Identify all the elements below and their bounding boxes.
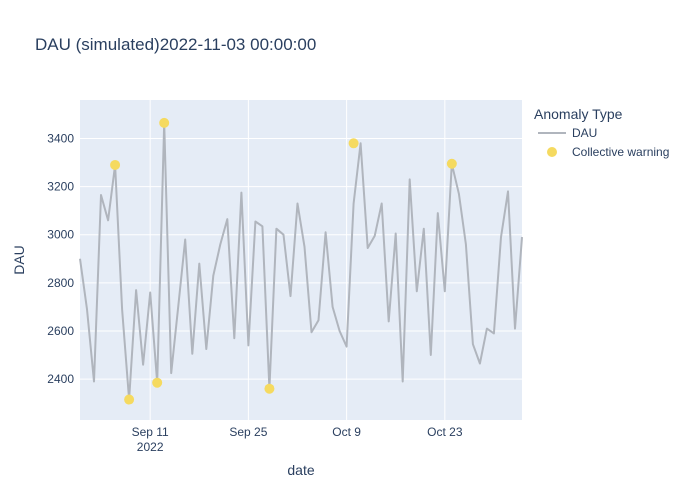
x-tick-label: Sep 25 bbox=[229, 425, 267, 439]
legend-title: Anomaly Type bbox=[534, 106, 623, 122]
warning-point[interactable] bbox=[446, 158, 457, 169]
y-tick-label: 2600 bbox=[47, 324, 74, 338]
x-tick-label: Sep 11 bbox=[132, 425, 169, 439]
warning-point[interactable] bbox=[110, 159, 121, 170]
x-tick-sublabel: 2022 bbox=[137, 440, 164, 454]
y-tick-label: 3000 bbox=[47, 228, 74, 242]
legend-warning-swatch bbox=[547, 147, 557, 157]
warning-point[interactable] bbox=[159, 117, 170, 128]
y-tick-label: 3200 bbox=[47, 180, 74, 194]
warning-point[interactable] bbox=[348, 138, 359, 149]
plot-area bbox=[80, 100, 522, 420]
y-tick-label: 3400 bbox=[47, 131, 74, 145]
warning-point[interactable] bbox=[264, 383, 275, 394]
y-axis-title: DAU bbox=[11, 245, 27, 275]
legend-warning-label[interactable]: Collective warning bbox=[572, 145, 669, 159]
chart-title: DAU (simulated)2022-11-03 00:00:00 bbox=[35, 35, 316, 54]
legend-dau-label[interactable]: DAU bbox=[572, 126, 597, 140]
y-tick-label: 2800 bbox=[47, 276, 74, 290]
x-axis-title: date bbox=[287, 462, 314, 478]
warning-point[interactable] bbox=[124, 394, 135, 405]
legend: Anomaly Type DAU Collective warning bbox=[534, 106, 669, 159]
series-layer bbox=[79, 117, 523, 405]
x-tick-label: Oct 23 bbox=[427, 425, 463, 439]
x-tick-label: Oct 9 bbox=[332, 425, 361, 439]
warning-point[interactable] bbox=[152, 377, 163, 388]
y-tick-label: 2400 bbox=[47, 372, 74, 386]
dau-series-line[interactable] bbox=[79, 121, 523, 401]
